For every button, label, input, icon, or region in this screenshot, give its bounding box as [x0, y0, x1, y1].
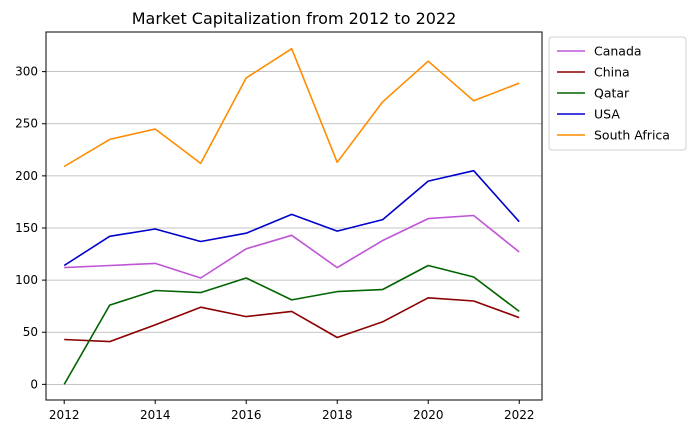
legend-label: China: [594, 65, 630, 80]
y-tick-label: 0: [30, 377, 38, 391]
legend-box: [548, 36, 687, 151]
y-tick-label: 200: [15, 169, 38, 183]
grid-lines: [46, 71, 542, 385]
legend: Canada China Qatar USA South Africa: [548, 36, 687, 151]
x-tick-label: 2018: [322, 408, 353, 422]
legend-label: South Africa: [594, 128, 670, 143]
series-line-canada: [64, 214, 520, 279]
y-tick-label: 100: [15, 273, 38, 287]
y-tick-label: 150: [15, 221, 38, 235]
x-tick-label: 2012: [49, 408, 80, 422]
legend-label: Qatar: [594, 86, 630, 101]
y-tick-label: 50: [23, 325, 38, 339]
series-line-south-africa: [63, 47, 520, 168]
legend-label: Canada: [594, 44, 642, 59]
x-tick-label: 2020: [413, 408, 444, 422]
x-tick-label: 2016: [231, 408, 262, 422]
plot-area-frame: [45, 31, 543, 401]
x-tick-label: 2014: [140, 408, 171, 422]
legend-label: USA: [594, 107, 620, 122]
series-line-china: [64, 296, 520, 343]
chart-title: Market Capitalization from 2012 to 2022: [132, 9, 457, 28]
y-axis-ticks: 0 50 100 150 200 250 300: [15, 65, 46, 391]
y-tick-label: 250: [15, 117, 38, 131]
series-line-usa: [63, 169, 520, 267]
series-line-qatar: [63, 264, 520, 385]
x-tick-label: 2022: [504, 408, 535, 422]
series-lines: [63, 47, 520, 385]
x-axis-ticks: 2012 2014 2016 2018 2020 2022: [49, 400, 535, 422]
y-tick-label: 300: [15, 65, 38, 79]
